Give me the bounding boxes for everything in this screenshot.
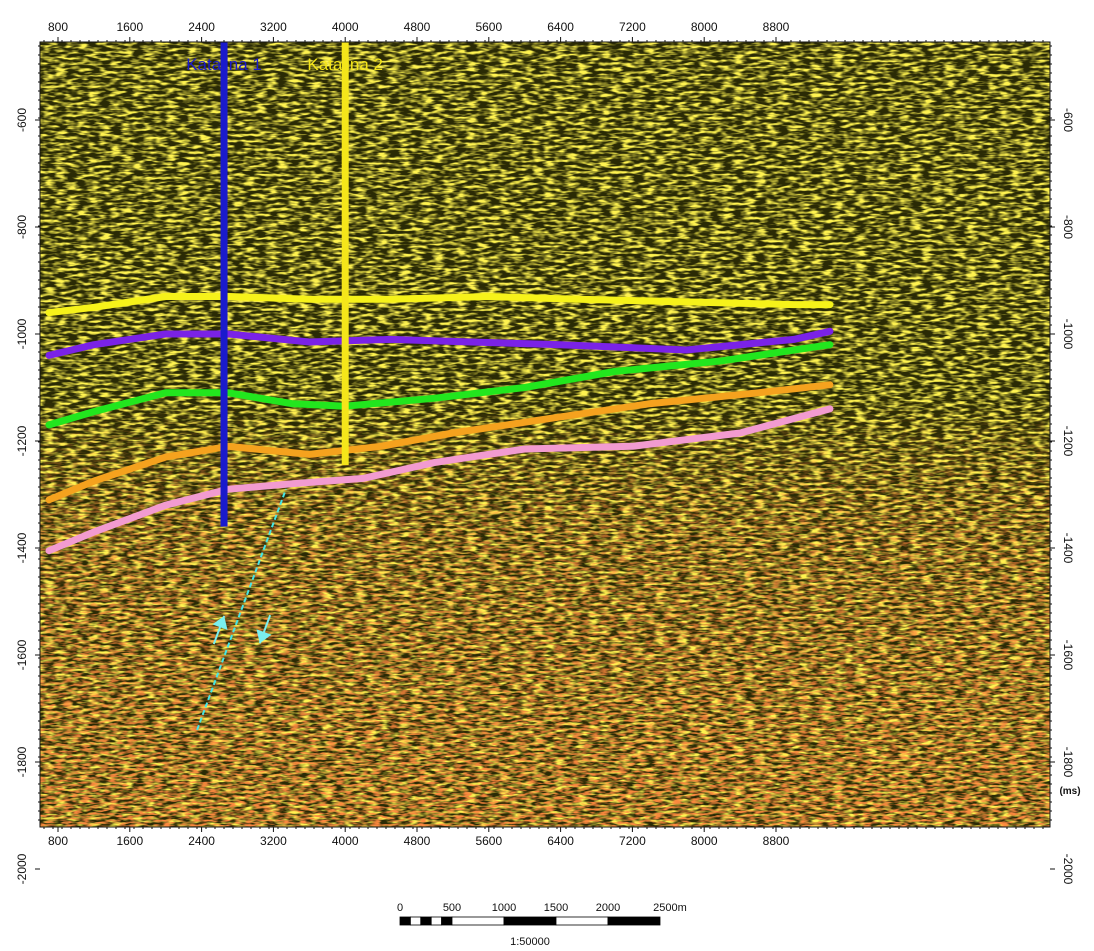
x-tick-label: 8800: [763, 20, 790, 34]
x-axis-bottom: 800 1600 2400 3200 4000 4800 5600 6400 7200 8000 8…: [43, 827, 1044, 848]
x-tick-label: 5600: [475, 834, 502, 848]
scale-segment: [399, 916, 411, 926]
scale-segment: [441, 916, 453, 926]
y-tick-label: -1800: [15, 746, 29, 777]
x-tick-label: 8800: [763, 834, 790, 848]
y-tick-label: -1600: [15, 639, 29, 670]
x-tick-label: 800: [48, 834, 68, 848]
x-tick-label: 7200: [619, 834, 646, 848]
scale-segment: [420, 916, 432, 926]
y-tick-label: -600: [1061, 108, 1075, 132]
scale-segment: [607, 916, 661, 926]
scale-label: 0: [397, 902, 403, 914]
horizon-5: [45, 405, 834, 555]
wells: Katalina 1 Katalina 2: [186, 42, 383, 527]
y-axis-right: -600 -800 -1000 -1200 -1400 -1600 -1800 -2000: [1050, 45, 1075, 885]
seismic-high-amplitude-texture: [40, 42, 1050, 827]
seismic-section: Katalina 1 Katalina 2: [40, 42, 1050, 827]
fault-arrow-head: [256, 629, 272, 644]
x-tick-label: 1600: [116, 20, 143, 34]
y-axis-left: -600 -800 -1000 -1200 -1400 -1600 -1800 -2000: [15, 45, 40, 884]
y-tick-label: -2000: [15, 853, 29, 884]
y-tick-label: -1400: [15, 532, 29, 563]
y-tick-label: -1000: [1061, 319, 1075, 350]
y-axis-unit: (ms): [1059, 786, 1080, 797]
fault-arrow-head: [212, 615, 228, 630]
x-tick-label: 4800: [404, 834, 431, 848]
scale-ratio: 1:50000: [510, 936, 550, 948]
fault-line: [196, 488, 287, 731]
scale-label: 1000: [492, 902, 516, 914]
y-tick-label: -1800: [1061, 747, 1075, 778]
scale-label: 500: [443, 902, 461, 914]
x-tick-label: 2400: [188, 834, 215, 848]
horizon-1: [45, 293, 834, 317]
x-tick-label: 4000: [332, 20, 359, 34]
scale-label: 2500m: [653, 902, 687, 914]
scale-bar: 0 500 1000 1500 2000 2500m: [397, 902, 687, 926]
scale-segment: [503, 916, 557, 926]
x-tick-label: 1600: [116, 834, 143, 848]
scale-segment: [555, 916, 609, 926]
x-axis-top: 800 1600 2400 3200 4000 4800 5600 6400 7200 8000 8…: [43, 20, 1044, 42]
scale-segment: [409, 916, 422, 926]
y-tick-label: -600: [15, 108, 29, 132]
y-tick-label: -1200: [1061, 426, 1075, 457]
well-2-label: Katalina 2: [307, 55, 383, 74]
x-tick-label: 7200: [619, 20, 646, 34]
y-tick-label: -800: [15, 215, 29, 239]
x-tick-label: 5600: [475, 20, 502, 34]
x-tick-label: 8000: [691, 834, 718, 848]
y-tick-label: -1000: [15, 318, 29, 349]
y-tick-label: -800: [1061, 215, 1075, 239]
y-tick-label: -1400: [1061, 533, 1075, 564]
scale-label: 2000: [596, 902, 620, 914]
horizon-2: [45, 327, 834, 359]
x-tick-label: 6400: [547, 20, 574, 34]
x-tick-label: 8000: [691, 20, 718, 34]
scale-segment: [451, 916, 505, 926]
well-1-label: Katalina 1: [186, 55, 262, 74]
x-tick-label: 6400: [547, 834, 574, 848]
horizon-4: [45, 381, 834, 504]
x-tick-label: 3200: [260, 20, 287, 34]
y-tick-label: -2000: [1061, 854, 1075, 885]
x-tick-label: 800: [48, 20, 68, 34]
x-tick-label: 2400: [188, 20, 215, 34]
scale-label: 1500: [544, 902, 568, 914]
y-tick-label: -1200: [15, 425, 29, 456]
x-tick-label: 3200: [260, 834, 287, 848]
fault-group: [196, 488, 287, 731]
plot-frame: [39, 41, 1051, 828]
y-tick-label: -1600: [1061, 640, 1075, 671]
scale-segment: [430, 916, 443, 926]
x-tick-label: 4000: [332, 834, 359, 848]
x-tick-label: 4800: [404, 20, 431, 34]
